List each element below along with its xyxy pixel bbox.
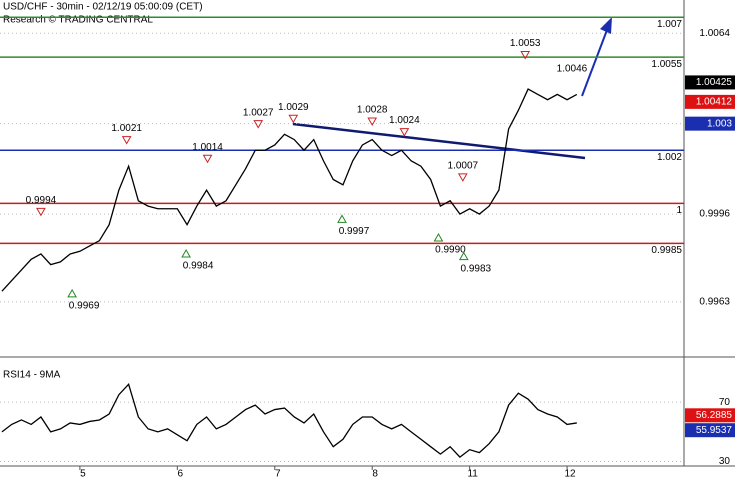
x-tick-label: 7 bbox=[275, 469, 281, 480]
high-label: 1.0021 bbox=[111, 123, 142, 134]
price-line bbox=[1, 88, 578, 292]
x-tick-label: 11 bbox=[467, 469, 478, 480]
high-marker bbox=[288, 114, 299, 124]
low-label: 0.9997 bbox=[339, 226, 370, 237]
high-label: 1.0027 bbox=[243, 107, 274, 118]
high-marker bbox=[36, 207, 46, 217]
high-label: 1.0007 bbox=[448, 160, 479, 171]
projection-arrow bbox=[581, 29, 608, 97]
low-marker bbox=[458, 251, 469, 261]
high-label: 1.0029 bbox=[278, 102, 309, 113]
price-box-label: 55.9537 bbox=[696, 425, 733, 436]
level-label: 1.0055 bbox=[651, 59, 682, 70]
low-marker bbox=[181, 248, 191, 258]
high-marker bbox=[202, 154, 213, 164]
price-box-label: 1.00425 bbox=[696, 77, 733, 88]
high-marker bbox=[367, 117, 378, 126]
y-tick-label: 0.9963 bbox=[699, 296, 730, 307]
price-box-label: 1.003 bbox=[707, 118, 732, 129]
price-box bbox=[685, 94, 735, 109]
level-label: 1 bbox=[676, 205, 682, 216]
y-tick-label: 1.0064 bbox=[699, 28, 730, 39]
high-label: 1.0024 bbox=[389, 115, 420, 126]
price-box-label: 1.00412 bbox=[696, 97, 733, 108]
y-tick-label: 70 bbox=[719, 397, 731, 408]
high-marker bbox=[121, 136, 132, 145]
low-marker bbox=[433, 233, 444, 242]
price-box bbox=[685, 423, 735, 438]
level-label: 1.007 bbox=[657, 19, 682, 30]
price-line bbox=[1, 383, 577, 458]
high-marker bbox=[520, 50, 531, 60]
high-label: 1.0053 bbox=[510, 38, 541, 49]
high-marker bbox=[457, 173, 468, 182]
y-tick-label: 0.9996 bbox=[699, 209, 730, 220]
price-box bbox=[685, 75, 735, 90]
arrow-head bbox=[600, 17, 612, 34]
low-label: 0.9983 bbox=[460, 263, 491, 274]
high-label: 1.0028 bbox=[357, 105, 388, 116]
low-label: 0.9969 bbox=[69, 301, 100, 312]
chart-subtitle: Research © TRADING CENTRAL bbox=[3, 15, 153, 26]
low-marker bbox=[67, 288, 77, 298]
note-label: 1.0046 bbox=[557, 64, 588, 75]
price-box bbox=[685, 408, 735, 423]
trend-line bbox=[292, 122, 586, 160]
x-tick-label: 6 bbox=[178, 469, 184, 480]
level-label: 0.9985 bbox=[651, 245, 682, 256]
high-label: 1.0014 bbox=[192, 142, 223, 153]
high-label: 0.9994 bbox=[26, 195, 57, 206]
low-marker bbox=[337, 214, 347, 223]
price-box-label: 56.2885 bbox=[696, 410, 733, 421]
chart-title: USD/CHF - 30min - 02/12/19 05:00:09 (CET… bbox=[3, 2, 203, 13]
level-label: 1.002 bbox=[657, 152, 682, 163]
y-tick-label: 30 bbox=[719, 456, 731, 467]
high-marker bbox=[253, 120, 264, 129]
x-tick-label: 8 bbox=[372, 469, 378, 480]
low-label: 0.9990 bbox=[435, 245, 466, 256]
x-tick-label: 12 bbox=[565, 469, 577, 480]
price-box bbox=[685, 116, 735, 131]
panel-title: RSI14 - 9MA bbox=[3, 370, 61, 381]
high-marker bbox=[399, 128, 410, 137]
x-tick-label: 5 bbox=[80, 469, 86, 480]
low-label: 0.9984 bbox=[183, 261, 214, 272]
